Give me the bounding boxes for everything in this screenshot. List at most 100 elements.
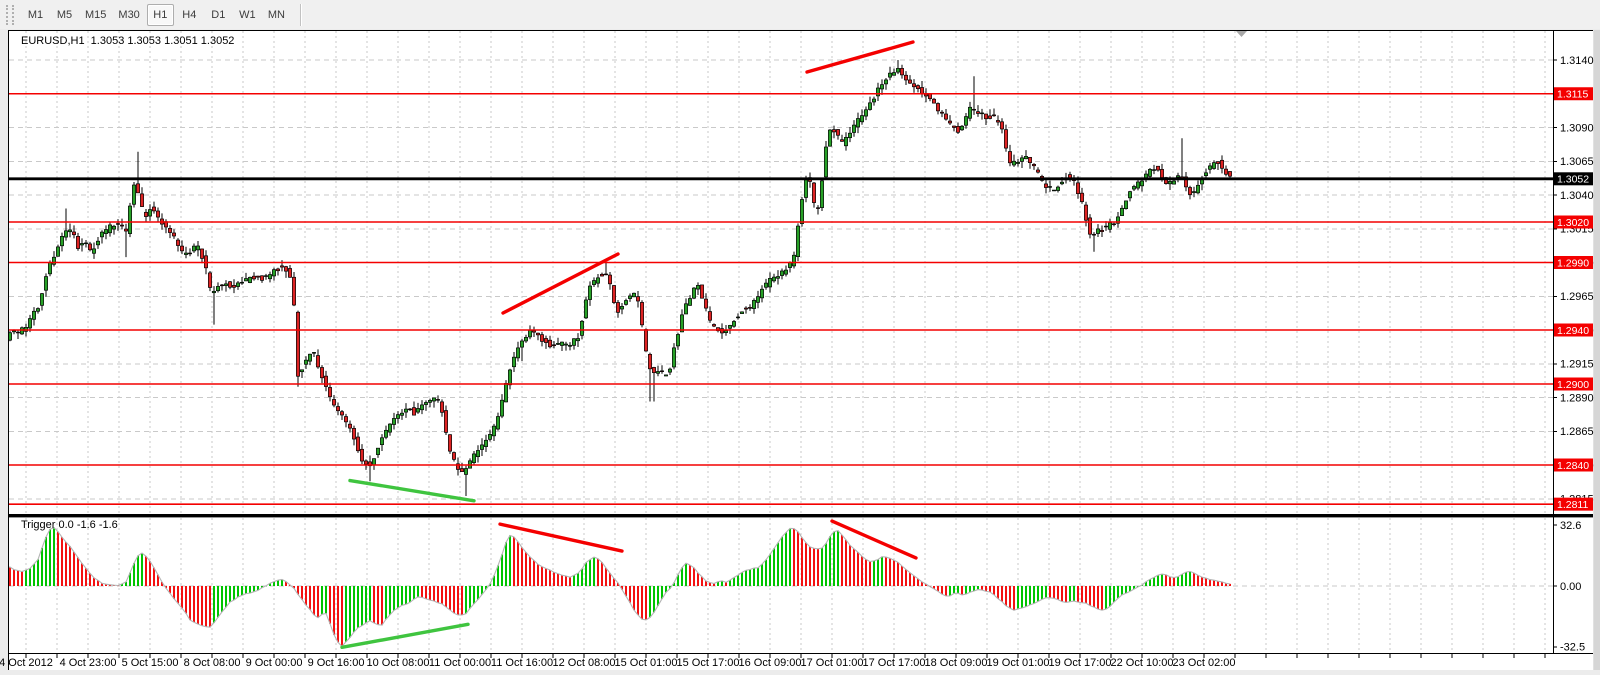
trend-line-main-1[interactable] xyxy=(805,40,915,74)
histogram-bar xyxy=(525,552,527,586)
toolbar-grip-icon[interactable] xyxy=(6,4,14,25)
trend-line-indicator-3[interactable] xyxy=(498,522,624,553)
histogram-bar xyxy=(581,568,583,586)
histogram-bar xyxy=(737,575,739,586)
histogram-bar xyxy=(1125,586,1127,594)
histogram-bar xyxy=(237,586,239,597)
timeframe-button-h4[interactable]: H4 xyxy=(182,8,197,21)
histogram-bar xyxy=(37,559,39,586)
histogram-bar xyxy=(1217,581,1219,586)
histogram-bar xyxy=(729,580,731,586)
histogram-bar xyxy=(733,577,735,586)
histogram-bar xyxy=(41,547,43,586)
histogram-bar xyxy=(673,582,675,586)
candle-bullish xyxy=(668,368,672,373)
trend-line-indicator-4[interactable] xyxy=(830,519,918,560)
trend-line-indicator-5[interactable] xyxy=(340,622,470,650)
histogram-bar xyxy=(365,586,367,623)
histogram-bar xyxy=(1097,586,1099,610)
candle-bullish xyxy=(876,87,880,97)
histogram-bar xyxy=(385,586,387,620)
candle-bearish xyxy=(1216,161,1220,164)
price-axis[interactable]: 1.31401.31151.30901.30651.30401.30151.29… xyxy=(1553,55,1594,654)
histogram-bar xyxy=(177,586,179,604)
candle-bearish xyxy=(456,463,460,470)
histogram-bar xyxy=(1053,586,1055,599)
timeframe-buttons: M1 M5 M15 M30 H1 H4 D1 W1 MN xyxy=(22,3,292,26)
histogram-bar xyxy=(453,586,455,614)
candle-bearish xyxy=(928,93,932,100)
timeframe-button-m15[interactable]: M15 xyxy=(85,8,107,21)
timeframe-button-m5[interactable]: M5 xyxy=(56,8,73,21)
time-label: 9 Oct 00:00 xyxy=(246,657,303,669)
timeframe-button-m30[interactable]: M30 xyxy=(118,8,140,21)
candle-bearish xyxy=(168,228,172,233)
histogram-bar xyxy=(829,536,831,586)
histogram-bar xyxy=(985,586,987,592)
candle-bearish xyxy=(448,434,452,452)
candle-bullish xyxy=(128,205,132,234)
histogram-bar xyxy=(989,586,991,592)
candle-bullish xyxy=(404,408,408,413)
histogram-bar xyxy=(157,574,159,586)
sr-price-badge-label: 1.2840 xyxy=(1557,460,1589,472)
histogram-bar xyxy=(1185,572,1187,586)
chart-shift-marker-icon[interactable] xyxy=(1236,31,1247,37)
histogram-bar xyxy=(225,586,227,608)
histogram-bar xyxy=(1121,586,1123,595)
timeframe-button-h1[interactable]: H1 xyxy=(146,3,174,26)
candle-bullish xyxy=(392,418,396,425)
candle-bullish xyxy=(524,337,528,342)
candle-bullish xyxy=(776,276,780,279)
candle-bearish xyxy=(180,245,184,252)
histogram-bar xyxy=(925,584,927,586)
candle-bullish xyxy=(896,68,900,73)
timeframe-toolbar: M1 M5 M15 M30 H1 H4 D1 W1 MN xyxy=(0,0,1600,29)
candle-bearish xyxy=(1092,233,1096,236)
histogram-bar xyxy=(369,586,371,621)
candle-bearish xyxy=(332,399,336,406)
sr-price-badge xyxy=(1554,377,1593,391)
candle-bullish xyxy=(464,468,468,475)
candle-bearish xyxy=(288,268,292,278)
histogram-bar xyxy=(881,556,883,586)
candle-bullish xyxy=(304,359,308,365)
timeframe-button-d1[interactable]: D1 xyxy=(211,8,226,21)
timeframe-button-m1[interactable]: M1 xyxy=(27,8,44,21)
histogram-bar xyxy=(1045,586,1047,598)
timeframe-button-w1[interactable]: W1 xyxy=(239,8,256,21)
candle-bearish xyxy=(364,460,368,465)
vertical-scrollbar[interactable] xyxy=(1593,30,1600,670)
pane-separator[interactable] xyxy=(8,514,1593,518)
histogram-bar xyxy=(597,558,599,586)
time-label: 15 Oct 01:00 xyxy=(615,657,678,669)
histogram-bar xyxy=(17,570,19,586)
histogram-bar xyxy=(549,570,551,586)
histogram-bar xyxy=(857,552,859,586)
candle-bearish xyxy=(936,103,940,112)
candle-bullish xyxy=(424,402,428,405)
candle-bullish xyxy=(1104,225,1108,228)
histogram-bar xyxy=(1165,574,1167,586)
candle-bullish xyxy=(1056,186,1060,191)
candle-bearish xyxy=(76,236,80,249)
current-price-badge-label: 1.3052 xyxy=(1557,174,1589,186)
histogram-bar xyxy=(617,582,619,586)
candle-bearish xyxy=(840,139,844,142)
histogram-bar xyxy=(381,586,383,626)
histogram-bar xyxy=(437,586,439,603)
trend-line-main-0[interactable] xyxy=(501,252,620,315)
candle-bullish xyxy=(400,412,404,416)
time-axis[interactable]: 4 Oct 2012 4 Oct 23:00 5 Oct 15:00 8 Oct 08… xyxy=(0,657,1236,669)
histogram-bar xyxy=(1013,586,1015,611)
candle-bullish xyxy=(500,399,504,417)
histogram-bar xyxy=(633,586,635,611)
timeframe-button-mn[interactable]: MN xyxy=(267,8,285,21)
histogram-bar xyxy=(993,586,995,595)
histogram-bar xyxy=(725,582,727,586)
candle-bullish xyxy=(756,296,760,303)
histogram-bar xyxy=(297,586,299,595)
candle-bullish xyxy=(1024,156,1028,160)
trend-line-main-2[interactable] xyxy=(348,478,476,503)
indicator-scale-label: 32.6 xyxy=(1560,520,1581,532)
